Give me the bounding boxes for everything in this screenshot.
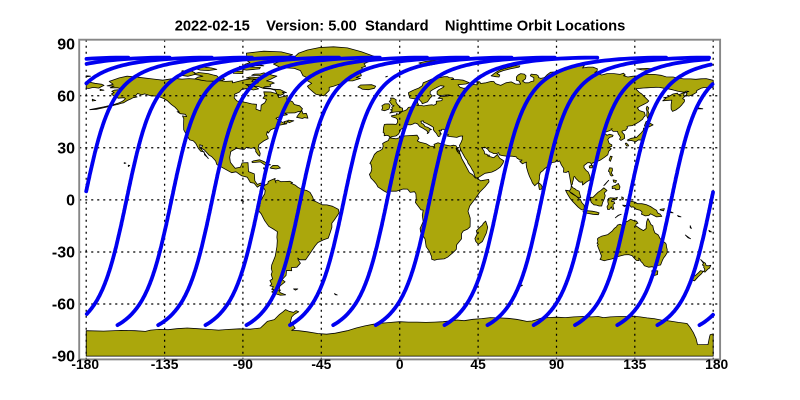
svg-text:0: 0 (66, 193, 75, 210)
svg-text:-135: -135 (151, 357, 179, 372)
svg-text:-45: -45 (311, 357, 331, 372)
svg-text:30: 30 (57, 140, 75, 157)
svg-text:0: 0 (396, 357, 404, 372)
svg-text:60: 60 (57, 88, 75, 105)
svg-text:90: 90 (57, 36, 75, 53)
svg-text:-90: -90 (52, 349, 75, 366)
svg-text:135: 135 (623, 357, 646, 372)
svg-text:90: 90 (549, 357, 565, 372)
svg-text:-180: -180 (71, 357, 99, 372)
svg-text:2022-02-15 Version: 5.00 S: 2022-02-15 Version: 5.00 Standard Nightt… (175, 19, 626, 35)
svg-text:45: 45 (470, 357, 486, 372)
svg-text:-30: -30 (52, 245, 75, 262)
svg-text:180: 180 (705, 357, 728, 372)
svg-text:-90: -90 (233, 357, 253, 372)
svg-text:-60: -60 (52, 297, 75, 314)
